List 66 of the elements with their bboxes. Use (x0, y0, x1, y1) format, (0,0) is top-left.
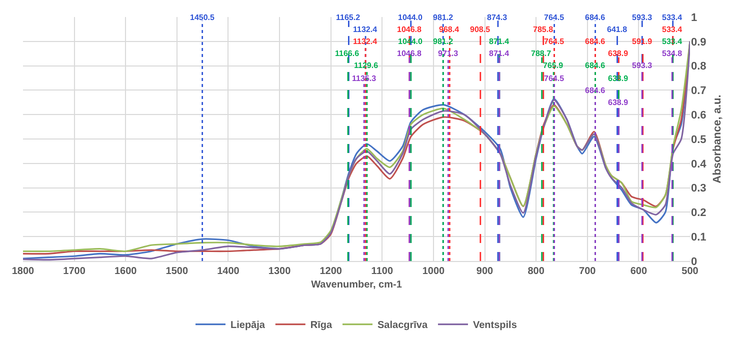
y-tick-label: 0 (691, 256, 698, 268)
x-tick-label: 500 (682, 266, 699, 277)
ref-line-label: 684.6 (585, 13, 606, 22)
y-tick-label: 0.2 (691, 207, 706, 220)
y-tick-label: 0.7 (691, 85, 706, 98)
ref-line-label: 534.8 (662, 49, 683, 58)
ref-line-label: 785.8 (533, 25, 554, 34)
legend-label: Rīga (310, 320, 333, 332)
ref-line-label: 533.4 (662, 25, 683, 34)
ref-line-label: 1135.3 (352, 74, 377, 83)
ref-line-label: 684.6 (585, 61, 606, 70)
ref-line-label: 1044.0 (398, 13, 424, 22)
legend-label: Liepāja (230, 320, 266, 332)
x-tick-label: 1000 (422, 266, 446, 277)
y-axis-title: Absorbance, a.u. (711, 94, 724, 184)
ref-line-label: 764.5 (544, 13, 565, 22)
ref-line-label: 981.2 (433, 37, 454, 46)
x-tick-label: 1500 (166, 266, 188, 277)
ref-line-label: 874.3 (487, 13, 508, 22)
x-tick-label: 1300 (268, 266, 292, 277)
ref-line-label: 684.6 (585, 86, 606, 95)
x-tick-label: 900 (476, 266, 494, 277)
ref-line-label: 981.2 (433, 13, 454, 22)
x-tick-label: 600 (630, 266, 648, 277)
ref-line-label: 788.7 (531, 49, 552, 58)
ref-line-label: 593.3 (632, 61, 653, 70)
ref-line-label: 908.5 (470, 25, 491, 34)
x-tick-label: 700 (579, 266, 596, 277)
ref-line-label: 871.4 (489, 49, 510, 58)
y-tick-label: 0.6 (691, 109, 706, 122)
ref-line-label: 1165.2 (336, 13, 361, 22)
ref-line-label: 764.5 (544, 37, 565, 46)
ref-line-label: 641.8 (607, 25, 628, 34)
ref-line-label: 1166.6 (335, 49, 360, 58)
ref-line-label: 533.4 (662, 13, 683, 22)
ref-line-label: 1129.6 (354, 61, 379, 70)
x-axis-title: Wavenumber, cm-1 (311, 280, 402, 290)
legend-label: Salacgrīva (378, 320, 428, 332)
ref-line-label: 1046.8 (397, 25, 422, 34)
y-tick-label: 0.3 (691, 182, 706, 195)
x-tick-label: 800 (528, 266, 545, 277)
ref-line-label: 638.9 (608, 98, 629, 107)
y-tick-label: 0.1 (691, 231, 706, 244)
y-tick-label: 0.9 (691, 36, 706, 48)
x-tick-label: 1600 (114, 266, 138, 277)
y-tick-label: 0.5 (691, 134, 706, 146)
ref-line-label: 1450.5 (190, 13, 216, 22)
y-tick-label: 0.8 (691, 60, 706, 73)
ref-line-label: 968.4 (439, 25, 460, 34)
y-tick-label: 0.4 (691, 158, 708, 170)
ref-line-label: 638.9 (608, 49, 629, 58)
ref-line-label: 1132.4 (353, 25, 378, 34)
ref-line-label: 1132.4 (353, 37, 378, 46)
ref-line-label: 765.9 (543, 61, 564, 70)
ref-line-label: 971.3 (438, 49, 459, 58)
y-tick-label: 1 (691, 12, 698, 24)
ref-line-label: 593.3 (632, 13, 653, 22)
ref-line-label: 764.5 (544, 74, 565, 83)
ref-line-label: 684.6 (585, 37, 606, 46)
x-tick-label: 1800 (12, 266, 35, 277)
x-tick-label: 1400 (217, 266, 240, 277)
ref-line-label: 1046.8 (397, 49, 422, 58)
legend-label: Ventspils (472, 320, 518, 332)
x-tick-label: 1100 (371, 266, 394, 277)
x-tick-label: 1200 (320, 266, 342, 277)
x-tick-label: 1700 (63, 266, 86, 277)
